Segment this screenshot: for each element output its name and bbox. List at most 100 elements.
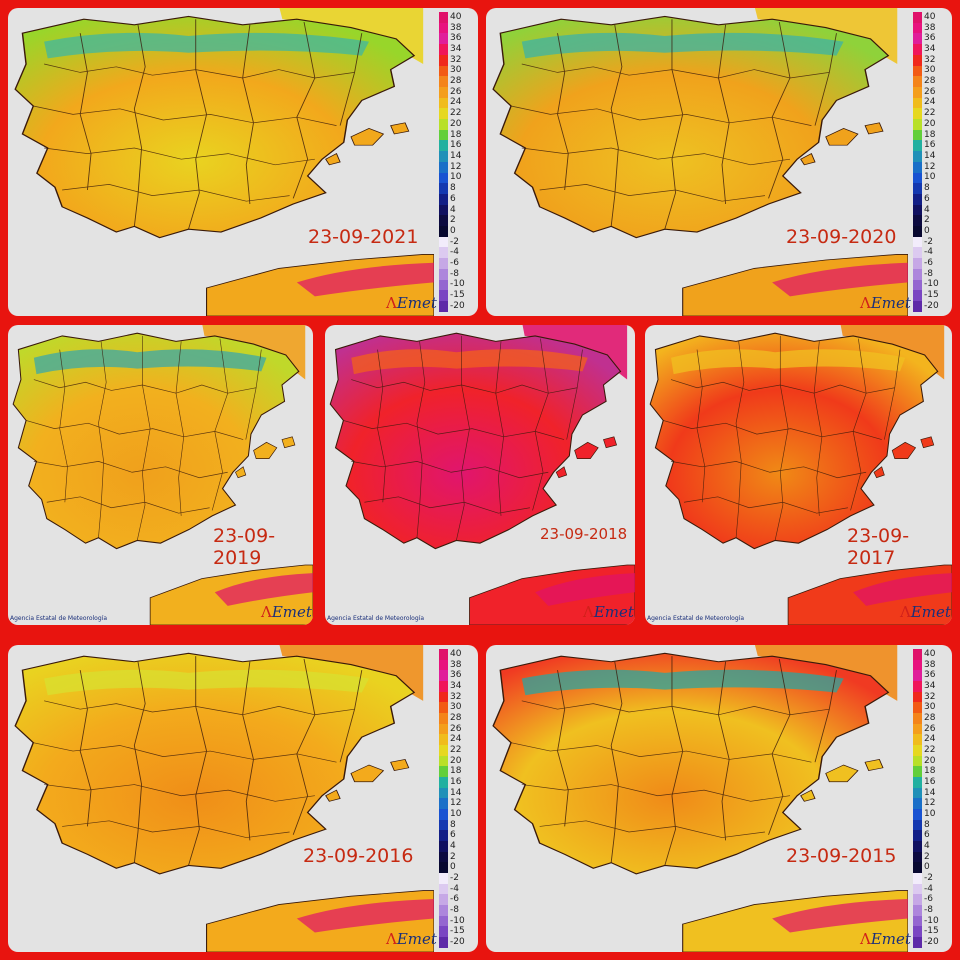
scale-entry: -2 [913, 873, 949, 884]
scale-label: 38 [450, 659, 462, 670]
scale-swatch [439, 830, 448, 842]
scale-label: -20 [924, 936, 939, 947]
map-date-label: 23-09-2019 [213, 525, 276, 569]
scale-entry: 0 [913, 862, 949, 874]
iberian-peninsula [492, 15, 890, 239]
balearic-islands [800, 122, 884, 166]
scale-label: 32 [924, 54, 936, 65]
scale-label: 0 [924, 862, 930, 873]
scale-label: 28 [450, 76, 462, 87]
scale-label: 28 [450, 712, 462, 723]
scale-swatch [439, 787, 448, 799]
scale-label: 40 [924, 11, 936, 22]
scale-swatch [913, 258, 922, 269]
scale-entry: 16 [439, 777, 475, 788]
northern-mountains [44, 32, 370, 59]
map-panel: 23-09-2019 ΛEmet Agencia Estatal de Meteor… [8, 325, 313, 625]
scale-label: 36 [450, 670, 462, 681]
scale-entry: 8 [439, 819, 475, 831]
balearic-islands [800, 759, 884, 802]
scale-label: -6 [450, 258, 459, 269]
map-date-label: 23-09-2018 [540, 525, 628, 543]
scale-label: -6 [924, 258, 933, 269]
map-date-label: 23-09-2021 [308, 226, 419, 248]
scale-swatch [913, 279, 922, 291]
scale-swatch [439, 905, 448, 916]
scale-swatch [439, 76, 448, 87]
scale-swatch [913, 830, 922, 842]
scale-swatch [439, 129, 448, 141]
scale-label: 6 [450, 193, 456, 204]
scale-entry: 26 [913, 723, 949, 735]
scale-swatch [913, 659, 922, 671]
scale-label: 24 [450, 97, 462, 108]
scale-label: 36 [450, 33, 462, 44]
scale-swatch [439, 300, 448, 312]
scale-entry: 34 [439, 44, 475, 55]
scale-entry: 2 [439, 215, 475, 227]
scale-label: 38 [450, 22, 462, 33]
scale-label: -6 [450, 894, 459, 905]
scale-swatch [439, 937, 448, 948]
temperature-map [14, 8, 434, 316]
scale-swatch [913, 119, 922, 130]
scale-label: 40 [924, 648, 936, 659]
scale-label: 18 [450, 766, 462, 777]
scale-swatch [439, 819, 448, 831]
scale-entry: 0 [439, 226, 475, 237]
scale-entry: 30 [439, 65, 475, 77]
aemet-logo: ΛEmet [261, 603, 312, 621]
scale-entry: 24 [439, 734, 475, 746]
scale-entry: 22 [439, 108, 475, 120]
scale-label: -2 [924, 872, 933, 883]
logo-mark: Λ [386, 930, 397, 948]
scale-label: 34 [450, 43, 462, 54]
logo-mark: Λ [900, 603, 911, 621]
scale-entry: -6 [913, 258, 949, 269]
scale-swatch [913, 734, 922, 746]
scale-swatch [913, 723, 922, 735]
scale-swatch [913, 681, 922, 692]
scale-entry: 36 [439, 33, 475, 45]
aemet-logo: ΛEmet [386, 930, 437, 948]
scale-swatch [913, 873, 922, 884]
temperature-map [329, 325, 635, 625]
scale-label: -10 [450, 915, 465, 926]
scale-entry: -6 [913, 894, 949, 906]
scale-label: 6 [924, 830, 930, 841]
scale-label: 8 [924, 819, 930, 830]
scale-swatch [913, 851, 922, 863]
scale-entry: 0 [439, 862, 475, 874]
logo-text: Emet [271, 603, 312, 621]
scale-label: -4 [450, 247, 459, 258]
scale-entry: 14 [913, 787, 949, 799]
province-borders [663, 335, 901, 541]
scale-entry: 22 [913, 108, 949, 120]
scale-swatch [439, 883, 448, 895]
logo-text: Emet [396, 294, 437, 312]
northern-mountains [33, 349, 267, 375]
scale-label: 0 [924, 225, 930, 236]
scale-label: 26 [450, 723, 462, 734]
scale-swatch [439, 151, 448, 162]
balearic-islands [325, 759, 410, 802]
scale-swatch [439, 862, 448, 874]
scale-entry: 0 [913, 226, 949, 237]
scale-swatch [439, 204, 448, 216]
scale-entry: 10 [913, 172, 949, 184]
scale-entry: 6 [439, 830, 475, 842]
scale-swatch [913, 193, 922, 205]
scale-swatch [913, 12, 922, 23]
scale-entry: 14 [439, 151, 475, 162]
scale-swatch [439, 702, 448, 714]
scale-label: 10 [450, 808, 462, 819]
scale-entry: 26 [439, 723, 475, 735]
color-scale-legend: 40 38 36 34 32 30 28 26 24 22 20 18 16 14 12 10 8 6 4 2 0 -2-… [439, 649, 475, 948]
scale-swatch [439, 777, 448, 788]
scale-label: -2 [450, 236, 459, 247]
scale-swatch [439, 215, 448, 227]
scale-entry: 24 [913, 734, 949, 746]
agency-caption: Agencia Estatal de Meteorología [327, 615, 424, 622]
scale-swatch [439, 659, 448, 671]
scale-swatch [439, 691, 448, 703]
